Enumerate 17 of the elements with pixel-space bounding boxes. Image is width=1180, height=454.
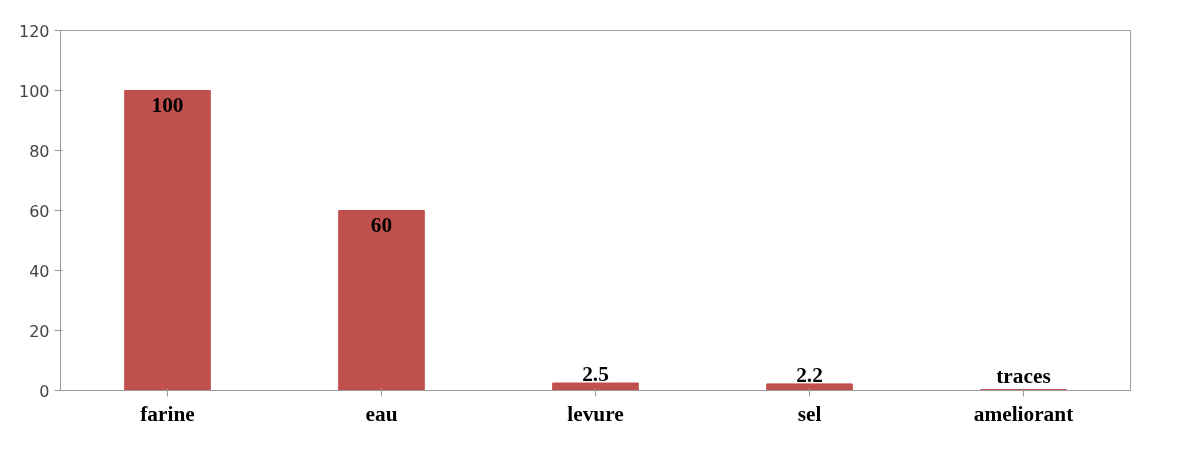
y-tick-label: 20	[29, 321, 50, 341]
data-label: traces	[996, 363, 1051, 388]
data-label: 2.2	[796, 363, 823, 388]
x-tick-label: farine	[140, 401, 195, 426]
x-tick-label: sel	[797, 401, 822, 426]
data-label: 2.5	[582, 362, 609, 387]
x-tick-label: ameliorant	[973, 401, 1075, 426]
data-label: 100	[151, 92, 184, 117]
y-tick-label: 0	[39, 381, 50, 401]
x-tick-label: eau	[365, 401, 398, 426]
y-tick-label: 60	[29, 201, 50, 221]
x-tick-label: levure	[567, 401, 624, 426]
y-tick-label: 80	[29, 141, 50, 161]
data-label: 60	[370, 212, 393, 237]
y-tick-label: 100	[18, 81, 50, 101]
y-tick-label: 120	[18, 21, 50, 41]
y-tick-label: 40	[29, 261, 50, 281]
